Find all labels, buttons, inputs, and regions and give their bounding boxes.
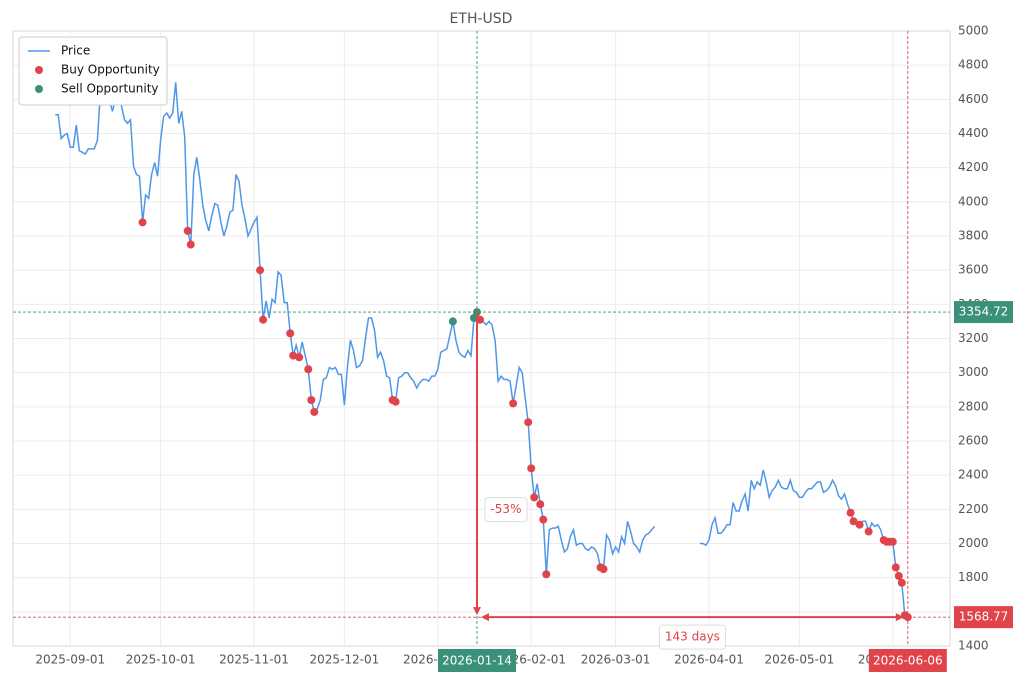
y-tick-label: 4600 bbox=[958, 92, 989, 106]
date-box-label: 2026-01-14 bbox=[442, 654, 512, 668]
legend-icon bbox=[35, 85, 43, 93]
signal-dot bbox=[138, 218, 147, 227]
y-tick-label: 4400 bbox=[958, 126, 989, 140]
signal-dot bbox=[542, 570, 551, 579]
signal-dot bbox=[539, 515, 548, 524]
price-box-label: 1568.77 bbox=[959, 610, 1009, 624]
signal-dot bbox=[536, 500, 545, 509]
date-box-label: 2026-06-06 bbox=[873, 654, 943, 668]
label-box bbox=[484, 497, 528, 523]
legend-label: Price bbox=[61, 44, 90, 58]
label-box bbox=[658, 624, 726, 650]
y-tick-label: 3600 bbox=[958, 263, 989, 277]
date-box bbox=[437, 649, 516, 672]
arrow-head bbox=[472, 607, 481, 616]
signal-dot bbox=[475, 315, 484, 324]
signal-dot bbox=[599, 565, 608, 574]
signal-dot bbox=[469, 314, 478, 322]
signal-dot bbox=[524, 418, 533, 427]
x-tick-label: 2026-04-01 bbox=[674, 653, 744, 667]
y-tick-label: 4000 bbox=[958, 194, 989, 208]
signal-dot bbox=[846, 508, 855, 517]
signal-dot bbox=[903, 613, 912, 622]
signal-dot bbox=[186, 240, 195, 249]
date-box bbox=[868, 649, 947, 672]
x-tick-label: 2025-09-01 bbox=[35, 653, 105, 667]
signal-dot bbox=[310, 407, 319, 416]
x-tick-label: 2025-11-01 bbox=[219, 653, 289, 667]
signal-dot bbox=[509, 399, 518, 408]
price-box bbox=[954, 606, 1013, 629]
x-tick-label: 2025-10-01 bbox=[126, 653, 196, 667]
arrow-head bbox=[480, 613, 489, 622]
duration-label: 143 days bbox=[665, 630, 720, 644]
y-tick-label: 2000 bbox=[958, 536, 989, 550]
signal-dot bbox=[183, 226, 192, 235]
signal-dot bbox=[391, 397, 400, 406]
signal-dot bbox=[864, 527, 873, 536]
legend-label: Buy Opportunity bbox=[61, 63, 160, 77]
price-box-label: 3354.72 bbox=[959, 305, 1009, 319]
y-tick-label: 3200 bbox=[958, 331, 989, 345]
plot-frame bbox=[12, 30, 951, 647]
legend-box bbox=[18, 36, 168, 106]
signal-dot bbox=[259, 315, 268, 324]
chart-title: ETH-USD bbox=[450, 11, 513, 27]
change-label: -53% bbox=[490, 502, 521, 516]
signal-dot bbox=[527, 464, 536, 473]
signal-dot bbox=[307, 396, 316, 404]
signal-dot bbox=[289, 351, 298, 360]
y-tick-label: 5000 bbox=[958, 24, 989, 38]
y-tick-label: 2200 bbox=[958, 502, 989, 516]
y-tick-label: 4200 bbox=[958, 160, 989, 174]
x-tick-label: 2025-12-01 bbox=[310, 653, 380, 667]
y-tick-label: 1400 bbox=[958, 639, 989, 653]
signal-dot bbox=[855, 520, 864, 529]
signal-dot bbox=[286, 329, 295, 338]
arrow-head bbox=[895, 613, 904, 622]
price-line-series bbox=[55, 71, 909, 618]
signal-dot bbox=[897, 578, 906, 587]
signal-dot bbox=[295, 353, 304, 362]
signal-dot bbox=[894, 571, 903, 580]
y-tick-label: 2800 bbox=[958, 399, 989, 413]
legend-label: Sell Opportunity bbox=[61, 82, 159, 96]
signal-dot bbox=[256, 266, 265, 275]
x-tick-label: 2026-05-01 bbox=[764, 653, 834, 667]
price-box bbox=[954, 301, 1013, 324]
legend: Price Buy Opportunity Sell Opportunity bbox=[18, 36, 168, 106]
y-tick-label: 3000 bbox=[958, 365, 989, 379]
signal-dot bbox=[849, 517, 858, 526]
y-tick-label: 2600 bbox=[958, 434, 989, 448]
y-tick-label: 3800 bbox=[958, 229, 989, 243]
signal-dot bbox=[888, 537, 897, 546]
y-tick-label: 1800 bbox=[958, 570, 989, 584]
signal-dot bbox=[448, 317, 457, 326]
y-tick-label: 2400 bbox=[958, 468, 989, 482]
signal-dot bbox=[304, 365, 313, 374]
signal-dot bbox=[891, 563, 900, 572]
x-tick-label: 2026-03-01 bbox=[581, 653, 651, 667]
y-tick-label: 4800 bbox=[958, 58, 989, 72]
legend-icon bbox=[35, 66, 43, 74]
signal-dot bbox=[530, 493, 539, 502]
